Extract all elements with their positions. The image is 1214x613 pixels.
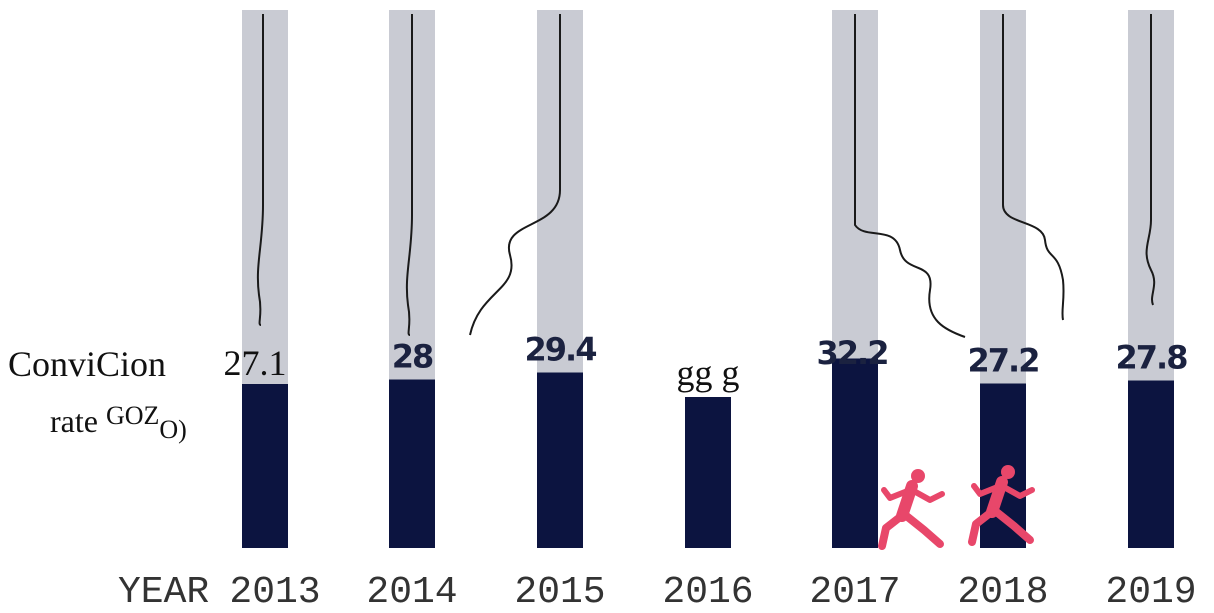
x-tick-2019: 2019 [1105,571,1196,613]
rope-icon-2019 [1145,14,1156,306]
bar-2016 [685,397,731,548]
ropes [256,14,1156,338]
rope-icon-2015 [469,14,561,336]
running-figure-icon-1 [878,469,945,550]
value-labels: 27.1 28 29.4 gg g 32.2 27.2 27.8 [224,331,1190,394]
y-axis-title: ConviCion [8,344,166,384]
column-backgrounds [242,10,1174,386]
value-label-2019: 27.8 [1116,339,1188,377]
y-axis-title-line1: ConviCion [8,344,167,384]
rope-icon-2018 [1002,14,1065,321]
y-axis-title-sup: GOZ [105,401,160,430]
running-figure-icon-2 [968,465,1035,546]
runners [878,465,1035,550]
bar-2017 [832,358,878,548]
rope-icon-2013 [256,14,264,326]
bar-2019 [1128,380,1174,548]
x-axis: YEAR 2013 2014 2015 2016 2017 2018 2019 [118,571,1197,613]
x-tick-2018: 2018 [957,571,1048,613]
bar-2018 [980,383,1026,548]
x-tick-2017: 2017 [809,571,900,613]
x-axis-label: YEAR [118,571,209,613]
value-label-2014: 28 [392,338,433,376]
bar-2013 [242,384,288,548]
rope-icon-2014 [405,14,413,336]
value-label-2016: gg g [677,353,740,393]
x-tick-2016: 2016 [662,571,753,613]
y-axis-title-line2: rate [50,403,98,439]
value-label-2017: 32.2 [817,334,888,372]
x-tick-2015: 2015 [514,571,605,613]
y-axis-title-sub: O) [159,415,187,444]
value-label-2015: 29.4 [525,331,597,369]
column-background-2013 [242,10,288,386]
x-tick-2013: 2013 [229,571,320,613]
value-label-2018: 27.2 [968,342,1039,380]
bar-2015 [537,372,583,548]
value-label-2013: 27.1 [224,343,287,383]
y-axis-title-line2-wrap: rate GOZO) [50,398,187,448]
rope-icon-2017 [854,14,966,338]
bar-2014 [389,379,435,548]
x-tick-2014: 2014 [366,571,457,613]
